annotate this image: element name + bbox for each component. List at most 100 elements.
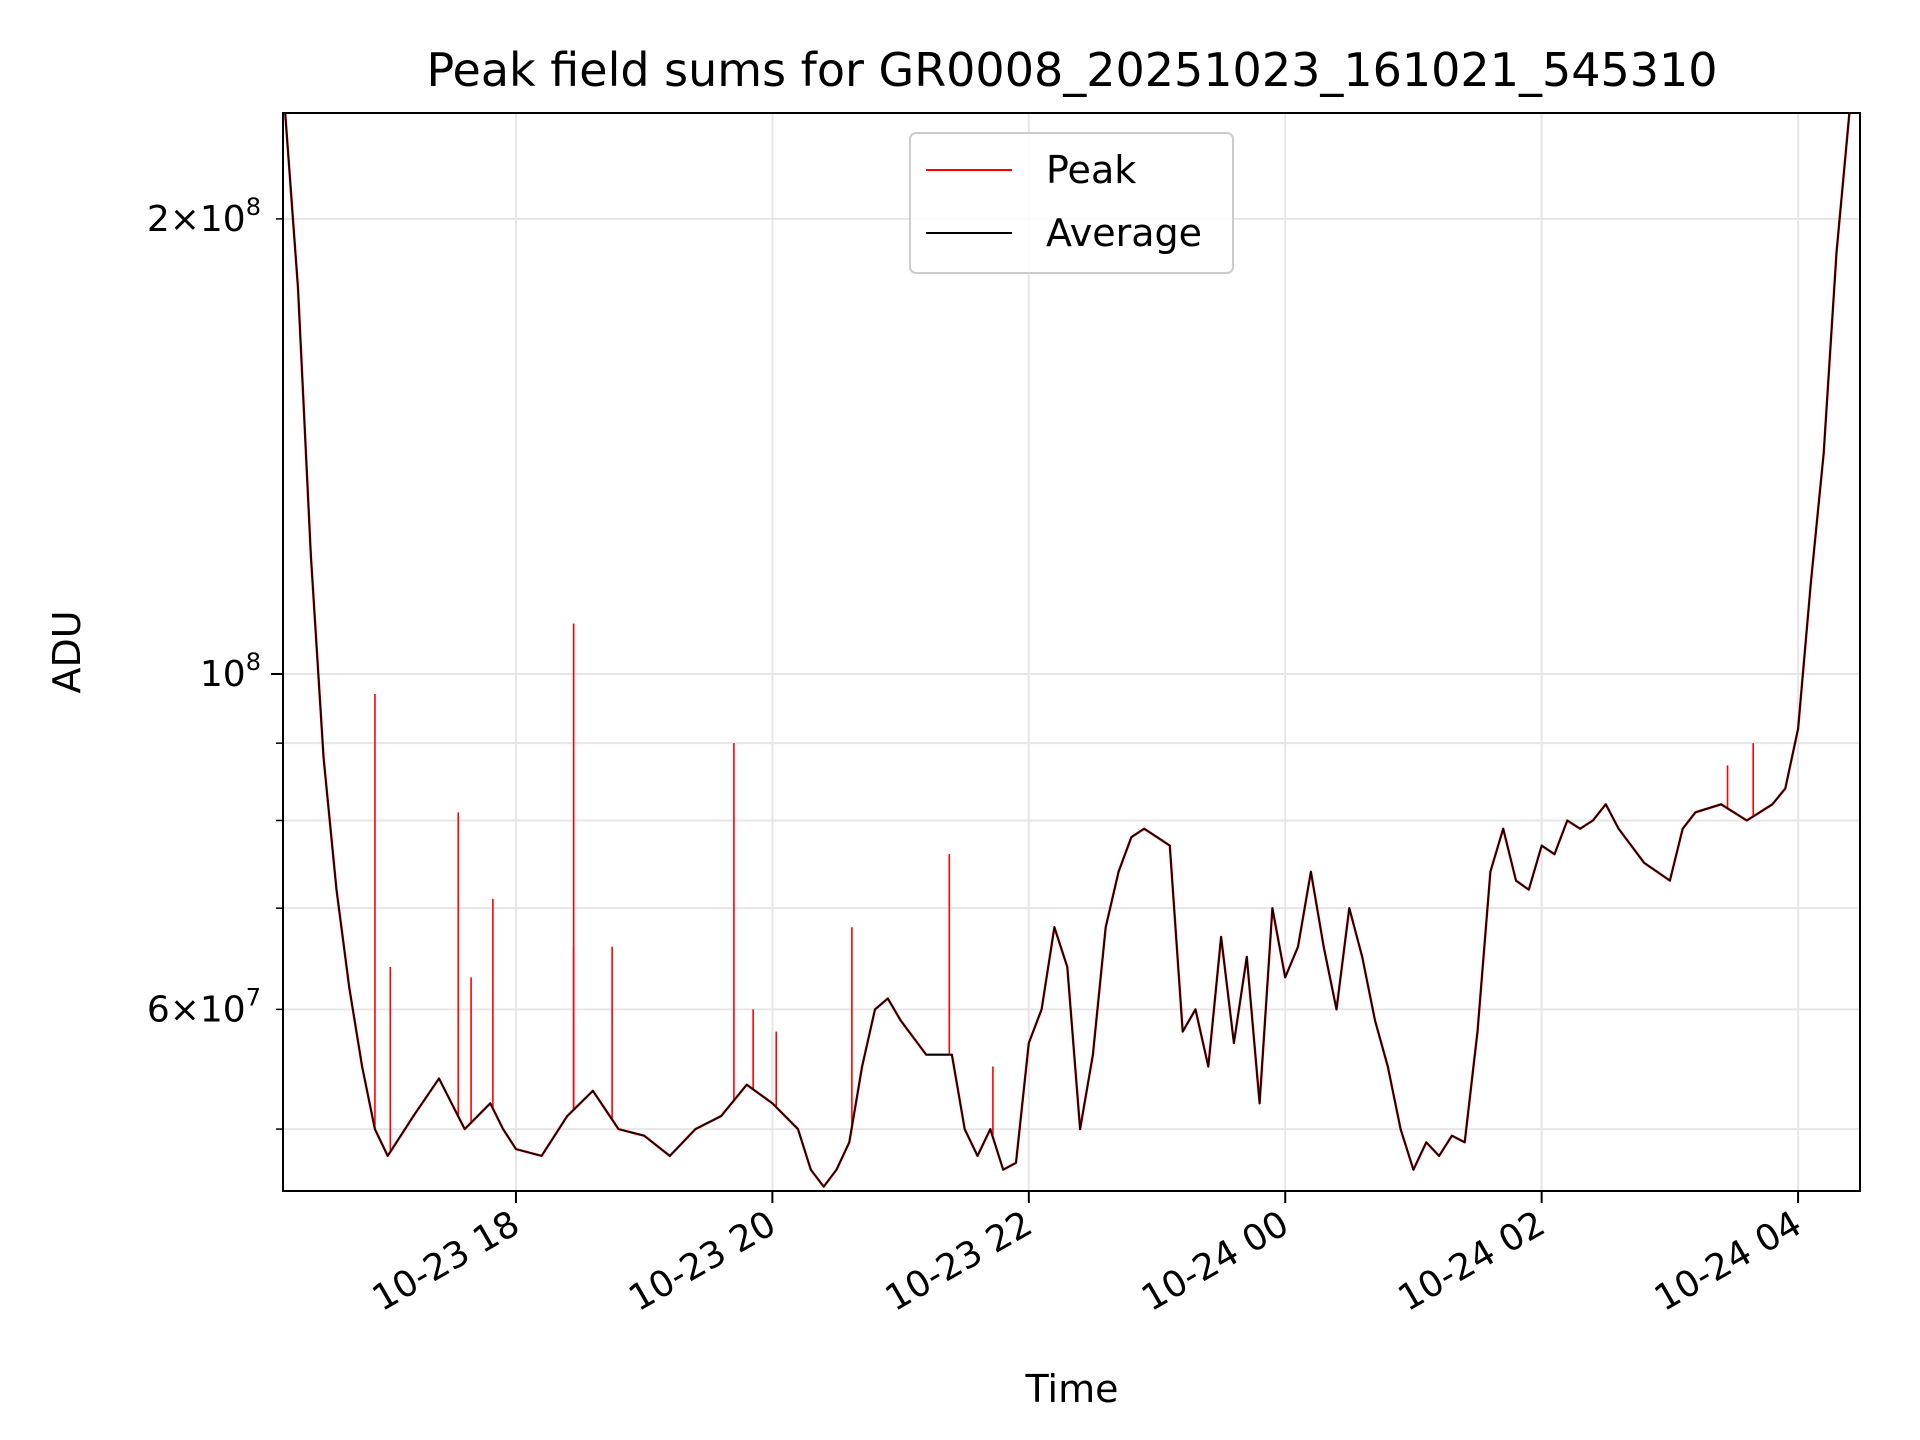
average-point	[1220, 936, 1222, 938]
average-point	[335, 888, 338, 891]
average-point	[976, 1155, 979, 1157]
average-point	[1553, 853, 1556, 855]
average-point	[1028, 1042, 1030, 1044]
average-point	[1079, 1128, 1081, 1130]
average-point	[1822, 452, 1825, 454]
average-point	[1245, 956, 1248, 958]
average-point	[1399, 1128, 1402, 1130]
average-point	[720, 1115, 722, 1117]
average-point	[386, 1155, 389, 1157]
average-point	[1271, 907, 1274, 909]
legend-label-peak: Peak	[1046, 148, 1136, 192]
average-point	[1515, 879, 1517, 882]
average-point	[1374, 1019, 1376, 1022]
average-point	[1284, 976, 1287, 979]
plot-frame	[282, 112, 1861, 1192]
average-point	[669, 1155, 671, 1157]
average-point	[361, 1065, 363, 1068]
y-axis: 108 6×107 2×108	[147, 193, 283, 1130]
average-point	[438, 1077, 440, 1080]
average-point	[566, 1115, 569, 1117]
average-point	[1040, 1008, 1043, 1011]
average-point	[310, 553, 312, 556]
average-point	[515, 1148, 517, 1150]
average-point	[1528, 888, 1530, 891]
average-point	[1066, 966, 1069, 968]
average-point	[1643, 862, 1646, 864]
grid	[283, 113, 1860, 1191]
average-point	[989, 1128, 992, 1130]
legend: Peak Average	[909, 132, 1234, 274]
chart-title: Peak field sums for GR0008_20251023_1610…	[426, 43, 1717, 97]
average-point	[899, 1019, 902, 1022]
average-point	[540, 1155, 543, 1157]
average-point	[1104, 926, 1107, 928]
legend-frame	[909, 132, 1234, 274]
average-point	[1169, 844, 1171, 847]
average-point	[1194, 1008, 1197, 1011]
series-layer	[284, 113, 1851, 1188]
average-point	[861, 1065, 863, 1068]
average-point	[745, 1083, 748, 1086]
average-point	[1797, 727, 1799, 730]
average-point	[1669, 879, 1671, 882]
y-tick-label: 2×108	[147, 193, 261, 240]
average-point	[1412, 1168, 1415, 1171]
average-point	[412, 1115, 415, 1117]
average-point	[1835, 251, 1838, 254]
average-point	[1489, 870, 1492, 873]
average-point	[848, 1141, 851, 1144]
average-point	[1681, 827, 1684, 830]
y-tick-label: 108	[200, 648, 261, 695]
average-point	[1207, 1065, 1210, 1068]
average-point	[1015, 1161, 1017, 1164]
average-point	[1604, 803, 1607, 806]
average-point	[297, 287, 299, 289]
average-point	[1425, 1141, 1428, 1144]
average-point	[925, 1053, 928, 1056]
average-point	[1386, 1065, 1389, 1068]
average-point	[1310, 870, 1312, 873]
average-point	[886, 997, 889, 1000]
y-axis-label: ADU	[45, 610, 89, 693]
average-point	[502, 1128, 504, 1130]
average-point	[797, 1128, 799, 1130]
average-point	[643, 1134, 645, 1137]
average-point	[1258, 1102, 1261, 1105]
y-tick-label: 6×107	[147, 983, 261, 1030]
average-point	[1451, 1134, 1453, 1137]
average-point	[463, 1128, 466, 1130]
average-point	[1476, 1030, 1479, 1033]
average-point	[617, 1128, 620, 1130]
average-point	[1438, 1155, 1440, 1157]
average-point	[348, 987, 351, 989]
average-point	[1092, 1053, 1094, 1056]
average-point	[1322, 945, 1325, 948]
average-point	[1361, 956, 1363, 958]
x-axis-label: Time	[1025, 1367, 1119, 1411]
average-point	[1592, 819, 1594, 822]
average-point	[592, 1090, 594, 1092]
average-point	[1720, 803, 1722, 806]
average-point	[489, 1102, 492, 1105]
average-point	[874, 1008, 876, 1011]
legend-label-average: Average	[1046, 211, 1202, 255]
average-point	[1771, 803, 1774, 806]
average-point	[374, 1128, 376, 1130]
average-point	[1810, 581, 1812, 584]
average-point	[835, 1168, 838, 1171]
average-point	[322, 757, 325, 759]
average-point	[694, 1128, 697, 1130]
average-point	[1463, 1141, 1466, 1144]
average-point	[1117, 870, 1120, 873]
average-point	[951, 1053, 953, 1056]
average-point	[1566, 819, 1569, 822]
average-point	[1002, 1168, 1004, 1171]
average-point	[771, 1102, 774, 1105]
average-point	[1502, 827, 1504, 830]
average-point	[1745, 819, 1748, 822]
average-point	[1617, 827, 1620, 830]
plot-area	[284, 113, 1851, 1188]
average-point	[1053, 926, 1056, 928]
